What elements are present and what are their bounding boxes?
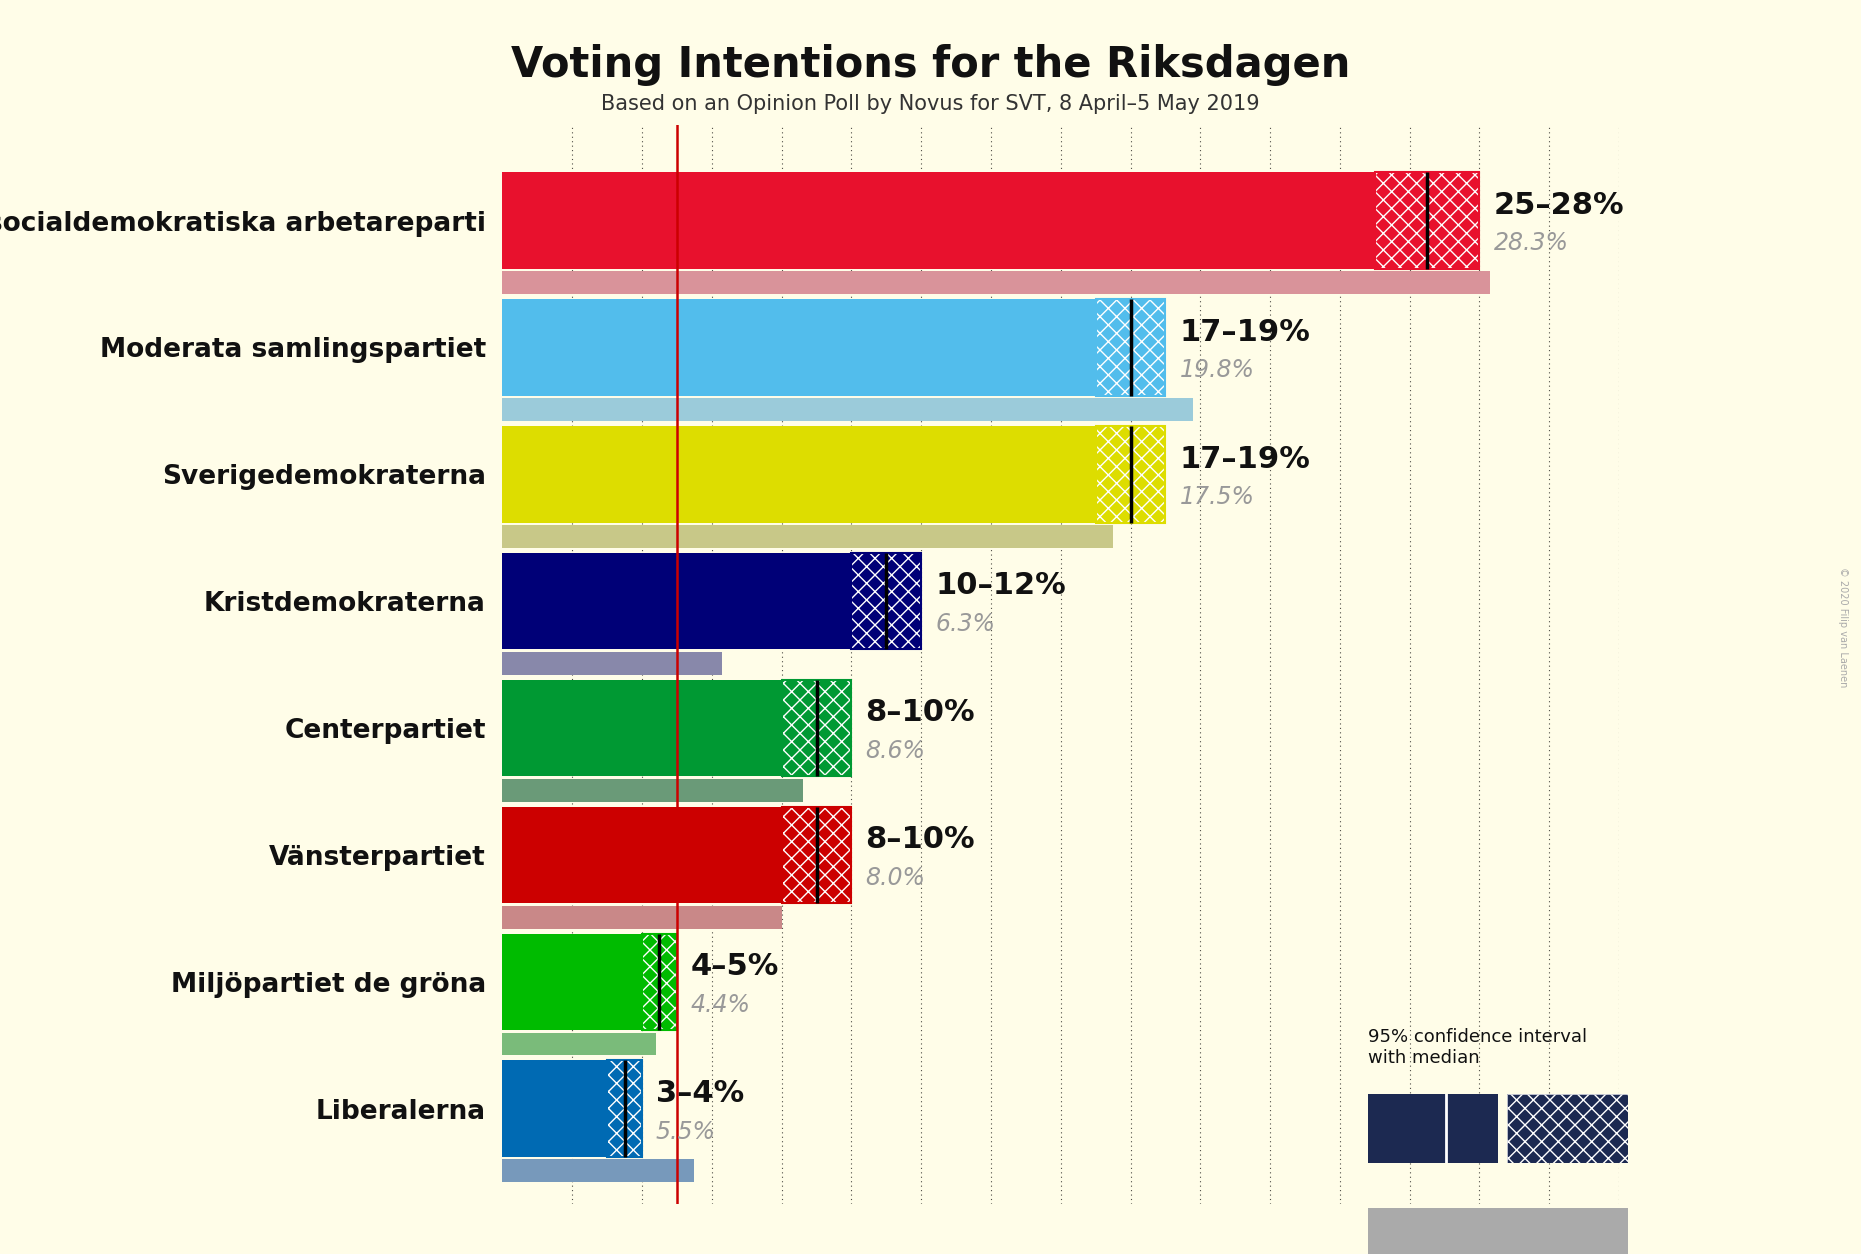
Text: 17–19%: 17–19%	[1180, 317, 1310, 346]
Text: 4–5%: 4–5%	[690, 952, 780, 981]
Bar	[782, 806, 852, 903]
Bar	[782, 680, 852, 776]
Bar	[502, 1160, 694, 1183]
Bar	[642, 933, 677, 1030]
Bar	[502, 271, 1491, 295]
Text: 10–12%: 10–12%	[936, 572, 1066, 601]
Bar	[502, 806, 782, 903]
Bar	[1096, 300, 1165, 396]
Bar	[1375, 172, 1479, 268]
Bar	[642, 933, 677, 1030]
Bar	[852, 553, 921, 650]
Bar	[502, 1032, 657, 1056]
Text: 8.0%: 8.0%	[865, 865, 925, 890]
Bar	[642, 933, 677, 1030]
Bar	[502, 300, 1096, 396]
Text: 28.3%: 28.3%	[1493, 232, 1569, 256]
Bar	[1096, 426, 1165, 523]
Text: 17.5%: 17.5%	[1180, 485, 1254, 509]
Bar	[502, 1061, 607, 1157]
Text: 95% confidence interval
with median: 95% confidence interval with median	[1368, 1028, 1587, 1067]
Bar	[782, 680, 852, 776]
Bar	[1375, 172, 1479, 268]
Text: 4.4%: 4.4%	[690, 993, 750, 1017]
Bar	[1375, 172, 1479, 268]
Bar	[1096, 300, 1165, 396]
Text: 3–4%: 3–4%	[657, 1078, 744, 1109]
Bar	[502, 553, 852, 650]
Text: 19.8%: 19.8%	[1180, 359, 1254, 382]
Bar	[502, 525, 1113, 548]
Bar	[607, 1061, 642, 1157]
Text: Based on an Opinion Poll by Novus for SVT, 8 April–5 May 2019: Based on an Opinion Poll by Novus for SV…	[601, 94, 1260, 114]
Bar	[782, 806, 852, 903]
Bar	[502, 172, 1375, 268]
Bar	[502, 779, 802, 801]
Bar	[607, 1061, 642, 1157]
Text: 8–10%: 8–10%	[865, 825, 975, 854]
Bar	[1096, 426, 1165, 523]
Bar	[852, 553, 921, 650]
Bar	[782, 680, 852, 776]
Bar	[502, 680, 782, 776]
Bar	[1096, 300, 1165, 396]
Text: 25–28%: 25–28%	[1493, 191, 1625, 219]
Bar	[502, 905, 782, 928]
Bar	[1096, 426, 1165, 523]
Text: © 2020 Filip van Laenen: © 2020 Filip van Laenen	[1839, 567, 1848, 687]
Bar	[607, 1061, 642, 1157]
Text: Voting Intentions for the Riksdagen: Voting Intentions for the Riksdagen	[510, 44, 1351, 85]
Text: 6.3%: 6.3%	[936, 612, 996, 636]
Bar	[502, 652, 722, 675]
Bar	[852, 553, 921, 650]
Bar	[502, 933, 642, 1030]
Text: 17–19%: 17–19%	[1180, 445, 1310, 474]
Bar	[502, 399, 1193, 421]
Text: 8.6%: 8.6%	[865, 739, 925, 762]
Text: 5.5%: 5.5%	[657, 1120, 716, 1144]
Bar	[782, 806, 852, 903]
Text: 8–10%: 8–10%	[865, 698, 975, 727]
Bar	[502, 426, 1096, 523]
